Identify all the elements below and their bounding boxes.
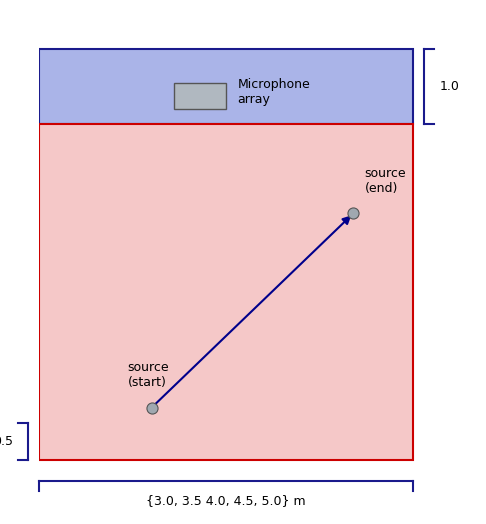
Text: {3.0, 3.5 4.0, 4.5, 5.0} m: {3.0, 3.5 4.0, 4.5, 5.0} m	[146, 495, 306, 507]
Text: source
(end): source (end)	[364, 167, 406, 195]
Text: 0.5: 0.5	[0, 435, 13, 448]
Text: 1.0: 1.0	[439, 80, 459, 93]
Bar	[39, 124, 413, 460]
Bar	[174, 83, 226, 109]
Bar	[39, 49, 413, 124]
Text: Microphone
array: Microphone array	[238, 78, 310, 106]
Text: source
(start): source (start)	[127, 361, 169, 389]
